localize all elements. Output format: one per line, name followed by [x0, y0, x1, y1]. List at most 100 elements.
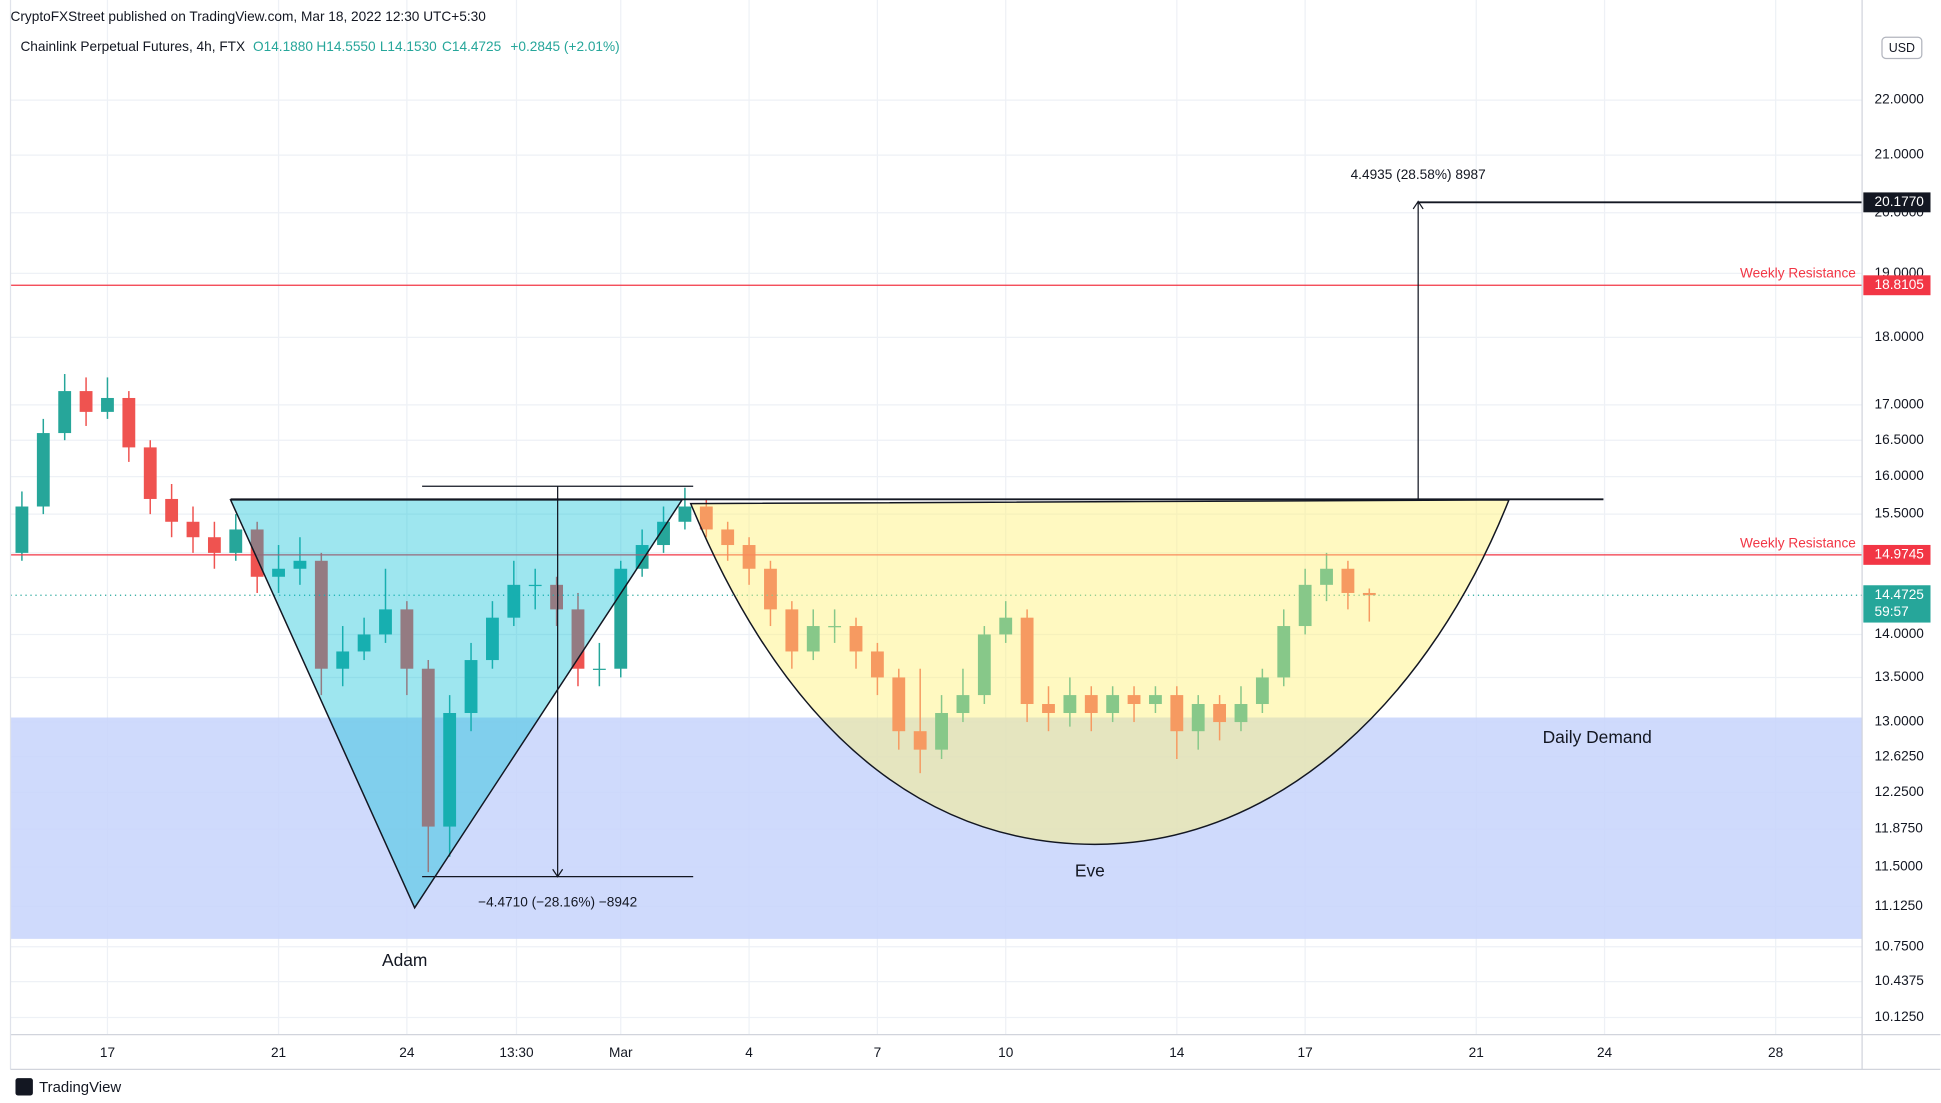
y-tick-label: 11.5000 — [1875, 859, 1924, 874]
candle-body — [207, 537, 221, 553]
candle-body — [977, 634, 991, 696]
ohlc-low: L14.1530 — [380, 39, 437, 54]
footer-brand: TradingView — [39, 1079, 121, 1096]
candle-body — [892, 677, 906, 732]
countdown: 59:57 — [1875, 604, 1909, 619]
candle-body — [443, 713, 457, 827]
candle-body — [935, 713, 948, 750]
arrow-head — [552, 868, 564, 878]
candle-body — [336, 651, 350, 669]
symbol: Chainlink Perpetual Futures, 4h, FTX — [20, 39, 245, 54]
candle-body — [592, 668, 606, 670]
x-tick-label: 24 — [399, 1045, 415, 1060]
y-tick-label: 10.7500 — [1875, 938, 1925, 953]
candle-body — [678, 506, 692, 522]
y-tick-label: 13.0000 — [1875, 714, 1925, 729]
resistance-label: Weekly Resistance — [1740, 535, 1856, 550]
x-tick-label: 13:30 — [499, 1045, 534, 1060]
price-label: 14.9745 — [1875, 547, 1925, 562]
measure-label: −4.4710 (−28.16%) −8942 — [478, 894, 637, 909]
y-tick-label: 10.1250 — [1875, 1009, 1925, 1024]
candle-body — [400, 609, 414, 669]
y-tick-label: 11.1250 — [1875, 898, 1924, 913]
candle-body — [1234, 704, 1248, 723]
candle-body — [528, 584, 542, 587]
currency[interactable]: USD — [1889, 41, 1915, 55]
y-tick-label: 17.0000 — [1875, 397, 1925, 412]
candle-body — [1191, 704, 1205, 732]
price-label: 20.1770 — [1875, 194, 1925, 209]
price-label-box — [1863, 544, 1931, 565]
candle-body — [1362, 592, 1376, 596]
x-tick-label: 7 — [874, 1045, 882, 1060]
candle-body — [186, 521, 200, 538]
x-tick-label: 14 — [1169, 1045, 1185, 1060]
price-label-box — [1863, 275, 1931, 296]
candle-body — [1127, 695, 1141, 705]
candle-body — [379, 609, 392, 635]
candle-body — [464, 660, 478, 714]
pattern-label: Adam — [382, 950, 427, 970]
candle-body — [165, 498, 179, 522]
candle-body — [507, 584, 521, 618]
y-tick-label: 15.5000 — [1875, 506, 1925, 521]
y-tick-label: 21.0000 — [1875, 147, 1925, 162]
logo — [15, 1078, 33, 1096]
resistance-label: Weekly Resistance — [1740, 266, 1856, 281]
candle-body — [79, 391, 93, 412]
candle-body — [870, 651, 884, 678]
drawings: −4.4710 (−28.16%) −8942 4.4935 (28.58%) … — [229, 167, 1652, 970]
candle-body — [1106, 695, 1120, 714]
ohlc-high: H14.5550 — [316, 39, 376, 54]
ohlc-close: C14.4725 — [442, 39, 502, 54]
currency-badge[interactable] — [1881, 36, 1923, 60]
y-tick-label: 12.6250 — [1875, 748, 1925, 763]
x-tick-label: 21 — [271, 1045, 286, 1060]
candle-body — [742, 545, 756, 569]
y-tick-label: 16.5000 — [1875, 432, 1925, 447]
candle-body — [699, 506, 713, 530]
y-tick-label: 14.0000 — [1875, 626, 1925, 641]
zone-label: Daily Demand — [1543, 727, 1652, 747]
candle-body — [1170, 695, 1184, 732]
candle-body — [1213, 704, 1227, 723]
x-tick-label: 10 — [998, 1045, 1014, 1060]
x-tick-label: 17 — [1298, 1045, 1313, 1060]
candle-body — [229, 529, 243, 553]
candle-body — [999, 617, 1013, 635]
candle-body — [272, 568, 285, 577]
candle-body — [849, 626, 863, 652]
arrow-head — [1412, 200, 1424, 210]
candle-body — [36, 433, 50, 507]
y-tick-label: 13.5000 — [1875, 669, 1925, 684]
candle-body — [1255, 677, 1269, 705]
candle-body — [58, 391, 72, 434]
candle-body — [1341, 568, 1355, 593]
x-tick-label: Mar — [609, 1045, 633, 1060]
price-label-box — [1863, 585, 1931, 623]
candle-body — [486, 617, 499, 661]
candle-body — [357, 634, 371, 652]
candle-body — [1298, 584, 1312, 627]
y-tick-label: 16.0000 — [1875, 468, 1925, 483]
pattern-label: Eve — [1075, 860, 1105, 880]
y-tick-label: 11.8750 — [1875, 821, 1924, 836]
candle-body — [956, 695, 970, 714]
candle-body — [101, 397, 114, 412]
candle-body — [657, 521, 670, 546]
price-label: 18.8105 — [1875, 277, 1925, 292]
candle-body — [15, 506, 29, 553]
y-tick-label: 18.0000 — [1875, 329, 1925, 344]
candle-body — [614, 568, 628, 669]
x-tick-label: 24 — [1597, 1045, 1613, 1060]
ohlc-open: O14.1880 — [253, 39, 313, 54]
measure-label: 4.4935 (28.58%) 8987 — [1351, 167, 1486, 182]
candle-body — [635, 545, 649, 569]
candle-body — [1042, 704, 1055, 714]
candle-body — [293, 560, 307, 569]
candle-body — [314, 560, 328, 669]
axes: 22.000021.000020.000019.000018.000017.00… — [100, 92, 1931, 1060]
candle-body — [764, 568, 777, 610]
